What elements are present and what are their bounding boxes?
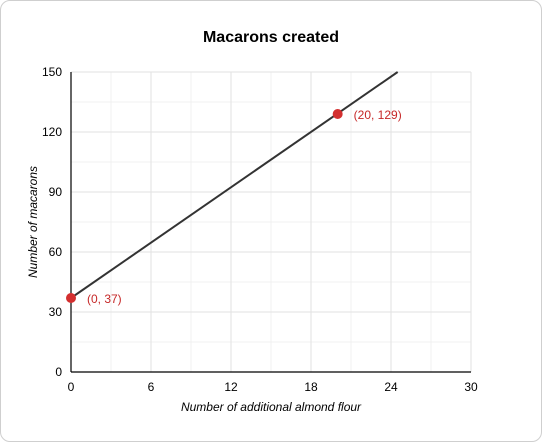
- x-tick-label: 30: [464, 380, 478, 394]
- data-point-label: (20, 129): [354, 108, 402, 122]
- y-tick-label: 30: [49, 305, 63, 319]
- y-tick-labels: 0 30 60 90 120 150: [42, 65, 62, 379]
- y-tick-label: 90: [49, 185, 63, 199]
- x-tick-label: 0: [68, 380, 75, 394]
- series-line: [70, 71, 399, 299]
- x-tick-labels: 0 6 12 18 24 30: [68, 380, 478, 394]
- x-tick-label: 12: [224, 380, 238, 394]
- series-group: (0, 37) (20, 129): [66, 71, 402, 306]
- y-tick-label: 0: [55, 365, 62, 379]
- minor-gridlines: [70, 71, 472, 373]
- x-tick-label: 18: [304, 380, 318, 394]
- x-axis-label: Number of additional almond flour: [181, 400, 362, 414]
- data-point-label: (0, 37): [87, 292, 122, 306]
- chart-title: Macarons created: [203, 29, 339, 46]
- data-point: [66, 293, 76, 303]
- data-point: [332, 109, 343, 119]
- x-tick-label: 24: [384, 380, 398, 394]
- y-tick-label: 150: [42, 65, 62, 79]
- y-tick-label: 120: [42, 125, 62, 139]
- y-axis-label: Number of macarons: [26, 166, 40, 278]
- y-tick-label: 60: [49, 245, 63, 259]
- axes: [70, 72, 471, 373]
- x-tick-label: 6: [148, 380, 155, 394]
